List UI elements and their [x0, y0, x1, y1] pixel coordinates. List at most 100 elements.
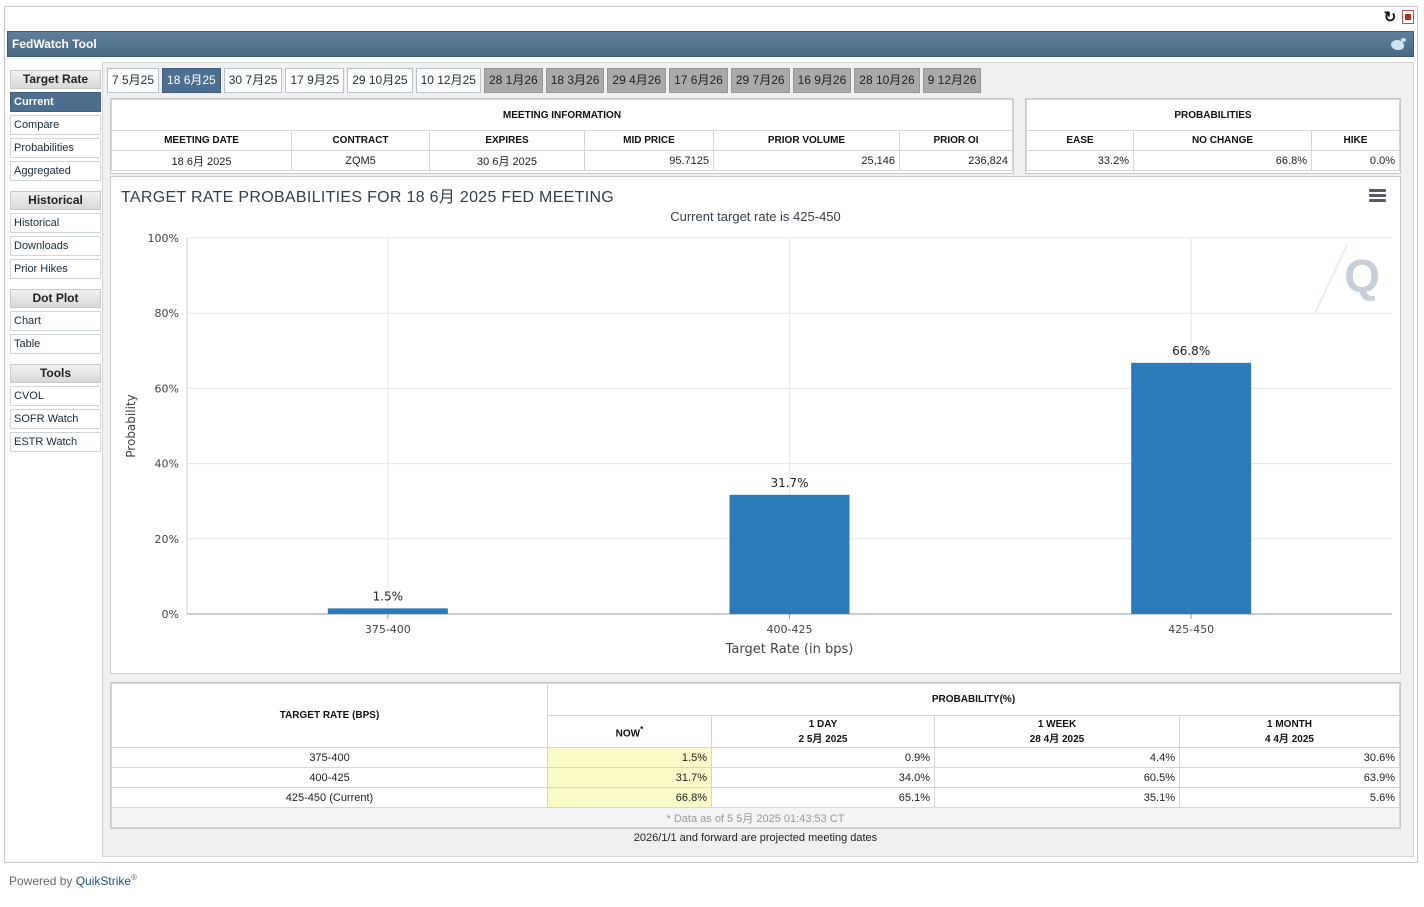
y-tick-label: 0%	[162, 608, 179, 621]
twitter-icon[interactable]	[1389, 37, 1407, 51]
meeting-info-title: MEETING INFORMATION	[111, 99, 1013, 131]
chart-subtitle: Current target rate is 425-450	[670, 209, 841, 224]
sidebar-header-dot-plot[interactable]: Dot Plot	[10, 289, 101, 308]
no-change-value: 66.8%	[1133, 150, 1312, 171]
tab-meeting[interactable]: 7 5月25	[107, 68, 160, 93]
sidebar-item-downloads[interactable]: Downloads	[10, 236, 101, 256]
sidebar: Target Rate Current Compare Probabilitie…	[10, 68, 101, 452]
sidebar-item-historical[interactable]: Historical	[10, 213, 101, 233]
month-cell: 63.9%	[1179, 767, 1400, 788]
sidebar-header-tools[interactable]: Tools	[10, 364, 101, 383]
data-as-of-note: * Data as of 5 5月 2025 01:43:53 CT	[111, 807, 1400, 828]
tab-meeting-projected[interactable]: 18 3月26	[545, 68, 605, 93]
sidebar-item-table[interactable]: Table	[10, 334, 101, 354]
pdf-icon[interactable]	[1402, 10, 1414, 24]
sidebar-header-historical[interactable]: Historical	[10, 191, 101, 210]
prior-oi-value: 236,824	[899, 150, 1013, 171]
sidebar-item-probabilities[interactable]: Probabilities	[10, 138, 101, 158]
quikstrike-link[interactable]: QuikStrike	[75, 874, 132, 888]
col-meeting-date: MEETING DATE	[111, 130, 292, 151]
probability-table-panel: TARGET RATE (BPS) PROBABILITY(%) NOW* 1 …	[110, 682, 1401, 829]
sidebar-header-target-rate[interactable]: Target Rate	[10, 70, 101, 89]
sidebar-item-aggregated[interactable]: Aggregated	[10, 161, 101, 181]
col-1-day-date: 2 5月 2025	[798, 733, 848, 745]
col-target-rate: TARGET RATE (BPS)	[111, 683, 548, 748]
day-cell: 65.1%	[711, 787, 935, 808]
title-bar: FedWatch Tool	[7, 31, 1414, 57]
contract-value: ZQM5	[291, 150, 430, 171]
col-1-month: 1 MONTH 4 4月 2025	[1179, 715, 1400, 748]
col-expires: EXPIRES	[429, 130, 585, 151]
tab-meeting-projected[interactable]: 28 10月26	[854, 68, 920, 93]
col-1-month-label: 1 MONTH	[1267, 718, 1312, 730]
rate-cell: 375-400	[111, 747, 548, 768]
bar-chart: 0% 20% 40% 60% 80% 100% 1.5% 375-400 31.7% 400-42…	[124, 232, 1392, 657]
day-cell: 0.9%	[711, 747, 935, 768]
y-tick-label: 80%	[155, 307, 179, 320]
sidebar-item-estr-watch[interactable]: ESTR Watch	[10, 432, 101, 452]
menu-icon[interactable]	[1369, 189, 1386, 203]
col-1-day-label: 1 DAY	[808, 718, 838, 730]
expires-value: 30 6月 2025	[429, 150, 585, 171]
tab-meeting[interactable]: 29 10月25	[347, 68, 413, 93]
now-cell: 1.5%	[547, 747, 712, 768]
col-contract: CONTRACT	[291, 130, 430, 151]
tab-meeting[interactable]: 17 9月25	[285, 68, 345, 93]
col-mid-price: MID PRICE	[584, 130, 714, 151]
col-hike: HIKE	[1311, 130, 1400, 151]
bar-375-400	[327, 608, 448, 614]
rate-cell: 400-425	[111, 767, 548, 788]
col-1-week: 1 WEEK 28 4月 2025	[934, 715, 1180, 748]
tab-meeting-active[interactable]: 18 6月25	[162, 68, 221, 93]
col-1-day: 1 DAY 2 5月 2025	[711, 715, 935, 748]
meeting-info-table: MEETING INFORMATION MEETING DATE CONTRAC…	[111, 99, 1013, 171]
sidebar-item-sofr-watch[interactable]: SOFR Watch	[10, 409, 101, 429]
col-1-week-date: 28 4月 2025	[1029, 733, 1085, 745]
probabilities-panel: PROBABILITIES EASE NO CHANGE HIKE 33.2% …	[1025, 98, 1401, 174]
col-probability: PROBABILITY(%)	[547, 683, 1400, 716]
bar-425-450	[1131, 362, 1252, 614]
x-tick-label: 375-400	[365, 623, 411, 636]
tab-meeting-projected[interactable]: 17 6月26	[669, 68, 728, 93]
rate-cell: 425-450 (Current)	[111, 787, 548, 808]
bar-value-label: 31.7%	[770, 476, 808, 490]
tab-meeting-projected[interactable]: 29 7月26	[730, 68, 790, 93]
prior-volume-value: 25,146	[713, 150, 900, 171]
y-tick-label: 60%	[155, 382, 179, 395]
sidebar-item-cvol[interactable]: CVOL	[10, 386, 101, 406]
month-cell: 30.6%	[1179, 747, 1400, 768]
sidebar-item-current[interactable]: Current	[10, 92, 101, 112]
ease-value: 33.2%	[1026, 150, 1134, 171]
bar-400-425	[729, 494, 850, 614]
tab-meeting[interactable]: 30 7月25	[223, 68, 283, 93]
now-cell: 31.7%	[547, 767, 712, 788]
y-tick-label: 20%	[155, 533, 179, 546]
col-now-star: *	[640, 723, 644, 734]
tab-meeting[interactable]: 10 12月25	[415, 68, 481, 93]
y-axis-title: Probability	[124, 394, 138, 457]
x-tick-label: 425-450	[1168, 623, 1214, 636]
chart-panel: TARGET RATE PROBABILITIES FOR 18 6月 2025…	[110, 176, 1402, 674]
sidebar-item-prior-hikes[interactable]: Prior Hikes	[10, 259, 101, 279]
sidebar-item-compare[interactable]: Compare	[10, 115, 101, 135]
refresh-icon[interactable]: ↻	[1383, 9, 1397, 26]
bar-value-label: 1.5%	[373, 589, 404, 603]
sidebar-item-chart[interactable]: Chart	[10, 311, 101, 331]
table-row: 375-400 1.5% 0.9% 4.4% 30.6%	[111, 747, 1400, 768]
chart-title: TARGET RATE PROBABILITIES FOR 18 6月 2025…	[121, 189, 615, 206]
tab-meeting-projected[interactable]: 29 4月26	[607, 68, 667, 93]
bar-value-label: 66.8%	[1172, 344, 1210, 358]
week-cell: 60.5%	[934, 767, 1180, 788]
col-now: NOW*	[547, 715, 712, 748]
tab-meeting-projected[interactable]: 9 12月26	[922, 68, 982, 93]
tab-meeting-projected[interactable]: 16 9月26	[792, 68, 852, 93]
table-row: 400-425 31.7% 34.0% 60.5% 63.9%	[111, 767, 1400, 788]
mid-price-value: 95.7125	[584, 150, 714, 171]
meeting-tabs: 7 5月25 18 6月25 30 7月25 17 9月25 29 10月25 …	[107, 68, 982, 93]
tab-meeting-projected[interactable]: 28 1月26	[483, 68, 543, 93]
meeting-date-value: 18 6月 2025	[111, 150, 292, 171]
month-cell: 5.6%	[1179, 787, 1400, 808]
hike-value: 0.0%	[1311, 150, 1400, 171]
probability-table: TARGET RATE (BPS) PROBABILITY(%) NOW* 1 …	[111, 683, 1400, 828]
col-now-label: NOW	[615, 728, 641, 740]
